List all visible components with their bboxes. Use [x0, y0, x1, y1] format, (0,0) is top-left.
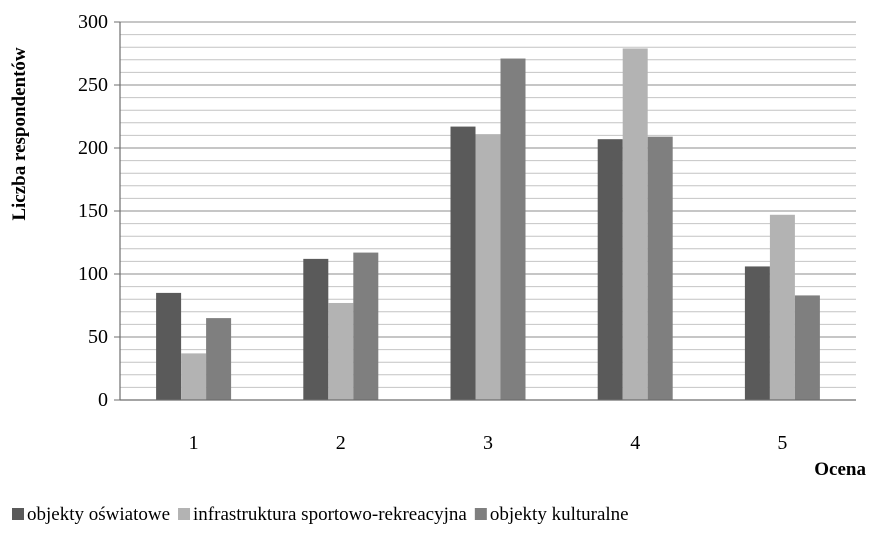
bar-1-cat-5: [744, 266, 770, 400]
bar-3-cat-1: [206, 318, 232, 400]
x-tick-label: 1: [189, 432, 199, 454]
x-axis-title: Ocena: [814, 459, 866, 480]
bar-1-cat-3: [450, 126, 476, 400]
tick-labels: 0 50 100 150 200 250 300 1 2 3 4 5: [78, 11, 787, 454]
x-tick-label: 3: [483, 432, 493, 454]
legend-swatch-2: [178, 508, 191, 520]
legend-label-1: objekty oświatowe: [27, 504, 170, 525]
y-tick-label: 50: [88, 326, 108, 348]
y-tick-label: 150: [78, 200, 108, 222]
bar-2-cat-4: [622, 48, 648, 401]
bar-1-cat-1: [156, 292, 182, 400]
axes: [114, 21, 856, 401]
bar-2-cat-2: [328, 302, 354, 400]
legend-label-2: infrastruktura sportowo-rekreacyjna: [193, 504, 467, 525]
y-tick-label: 300: [78, 11, 108, 33]
y-tick-label: 250: [78, 74, 108, 96]
x-tick-label: 5: [777, 432, 787, 454]
bar-3-cat-4: [647, 136, 673, 400]
bar-1-cat-4: [597, 139, 623, 400]
x-tick-label: 2: [336, 432, 346, 454]
bar-2-cat-1: [181, 353, 207, 400]
legend-label-3: objekty kulturalne: [490, 504, 629, 525]
x-tick-label: 4: [630, 432, 640, 454]
bar-3-cat-5: [794, 295, 820, 400]
y-tick-label: 100: [78, 263, 108, 285]
bar-3-cat-3: [500, 58, 526, 400]
y-axis-title: Liczba respondentów: [9, 47, 30, 221]
legend-swatch-3: [474, 508, 487, 520]
bars: [156, 48, 820, 401]
legend: objekty oświatowe infrastruktura sportowo…: [12, 504, 629, 525]
bar-2-cat-3: [475, 134, 501, 400]
legend-swatch-1: [12, 508, 24, 520]
bar-2-cat-5: [769, 214, 795, 400]
bar-3-cat-2: [353, 252, 379, 400]
y-tick-label: 0: [98, 389, 108, 411]
y-tick-label: 200: [78, 137, 108, 159]
bar-1-cat-2: [303, 258, 329, 400]
